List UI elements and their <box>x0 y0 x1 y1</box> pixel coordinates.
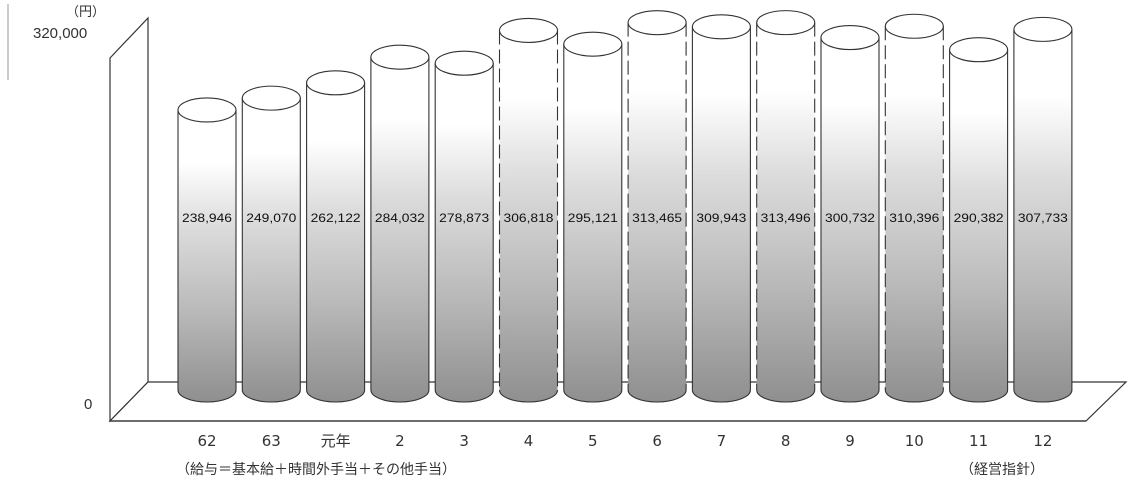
bar-body <box>821 37 879 403</box>
bar-bottom-arc <box>177 389 237 403</box>
value-label: 249,070 <box>246 211 296 225</box>
category-label: 8 <box>781 432 791 450</box>
bar-body <box>178 109 236 402</box>
bar-body <box>435 63 494 402</box>
bar-top <box>241 85 301 111</box>
bar-body <box>242 98 301 402</box>
bar-body <box>1013 29 1072 402</box>
bar-bottom-arc <box>370 389 430 403</box>
bar-top <box>756 10 816 36</box>
value-label: 310,396 <box>889 211 939 225</box>
category-label: 7 <box>717 432 727 450</box>
bar-4: 306,818 <box>498 17 559 403</box>
bar-2: 284,032 <box>370 44 430 403</box>
value-label: 262,122 <box>311 211 361 225</box>
bar-top <box>498 17 559 43</box>
bar-bottom-arc <box>756 389 816 403</box>
value-label: 290,382 <box>954 211 1004 225</box>
value-label: 313,465 <box>632 211 682 225</box>
footnote-source: （経営指針） <box>960 462 1044 478</box>
bar-top <box>949 37 1009 63</box>
value-label: 307,733 <box>1018 211 1068 225</box>
category-label: 4 <box>524 432 534 450</box>
bar-top <box>1013 16 1073 42</box>
category-label: 62 <box>197 432 216 450</box>
category-label: 10 <box>905 432 924 450</box>
bar-top <box>820 25 880 51</box>
bar-body <box>628 22 687 402</box>
bar-bottom-arc <box>1013 389 1073 403</box>
value-label: 238,946 <box>182 211 232 225</box>
category-label: 12 <box>1033 432 1052 450</box>
bar-bottom-arc <box>627 389 687 403</box>
category-label: 3 <box>459 432 469 450</box>
bar-top <box>691 14 751 40</box>
bar-top <box>177 97 237 123</box>
bar-7: 309,943 <box>691 14 751 403</box>
bar-body <box>563 44 622 402</box>
bar-body <box>949 49 1008 403</box>
bar-body <box>756 22 815 402</box>
value-label: 306,818 <box>504 211 554 225</box>
bar-bottom-arc <box>498 389 559 403</box>
bar-top <box>434 50 494 76</box>
bar-3: 278,873 <box>434 50 494 403</box>
category-label: 63 <box>262 432 281 450</box>
bar-5: 295,121 <box>563 31 623 403</box>
bar-62: 238,946 <box>177 97 237 403</box>
bar-top <box>306 70 366 96</box>
bar-bottom-arc <box>820 389 880 403</box>
bar-body <box>885 26 944 402</box>
back-wall <box>109 16 149 423</box>
bar-元年: 262,122 <box>306 70 366 403</box>
bar-bottom-arc <box>306 389 366 403</box>
bar-body <box>370 57 429 403</box>
bar-bottom-arc <box>563 389 623 403</box>
bar-11: 290,382 <box>949 37 1009 403</box>
bar-top <box>884 13 944 39</box>
bar-bottom-arc <box>884 389 944 403</box>
y-unit-label: （円） <box>66 5 105 20</box>
footnote-formula: （給与＝基本給＋時間外手当＋その他手当） <box>176 461 456 478</box>
bar-bottom-arc <box>949 389 1009 403</box>
category-label: 2 <box>395 432 405 450</box>
bar-body <box>499 30 558 402</box>
value-label: 295,121 <box>568 211 618 225</box>
bar-body <box>306 82 365 403</box>
bar-10: 310,396 <box>884 13 944 403</box>
bars-group: 238,946 249,070 262,122 284,032 278,873 306,8… <box>177 10 1073 403</box>
bar-top <box>627 10 687 36</box>
value-label: 309,943 <box>696 211 746 225</box>
bar-top <box>370 44 430 70</box>
bar-63: 249,070 <box>241 85 301 403</box>
value-label: 278,873 <box>439 211 489 225</box>
value-label: 313,496 <box>761 211 811 225</box>
value-label: 300,732 <box>825 211 875 225</box>
value-label: 284,032 <box>375 211 425 225</box>
bar-bottom-arc <box>241 389 301 403</box>
y-tick-label-bottom: 0 <box>84 396 92 413</box>
y-tick-label-top: 320,000 <box>33 25 87 42</box>
bar-body <box>692 26 751 402</box>
category-label: 11 <box>969 432 988 450</box>
bar-6: 313,465 <box>627 10 687 403</box>
category-label: 9 <box>845 432 855 450</box>
category-labels: 62 63 元年 2 3 4 5 6 7 8 9 10 11 12 <box>197 432 1052 450</box>
bar-bottom-arc <box>434 389 494 403</box>
bar-bottom-arc <box>691 389 751 403</box>
bar-8: 313,496 <box>756 10 816 403</box>
bar-12: 307,733 <box>1013 16 1073 403</box>
bar-9: 300,732 <box>820 25 880 403</box>
category-label: 6 <box>652 432 662 450</box>
bar-top <box>563 31 623 57</box>
category-label: 5 <box>588 432 598 450</box>
category-label: 元年 <box>321 432 351 450</box>
